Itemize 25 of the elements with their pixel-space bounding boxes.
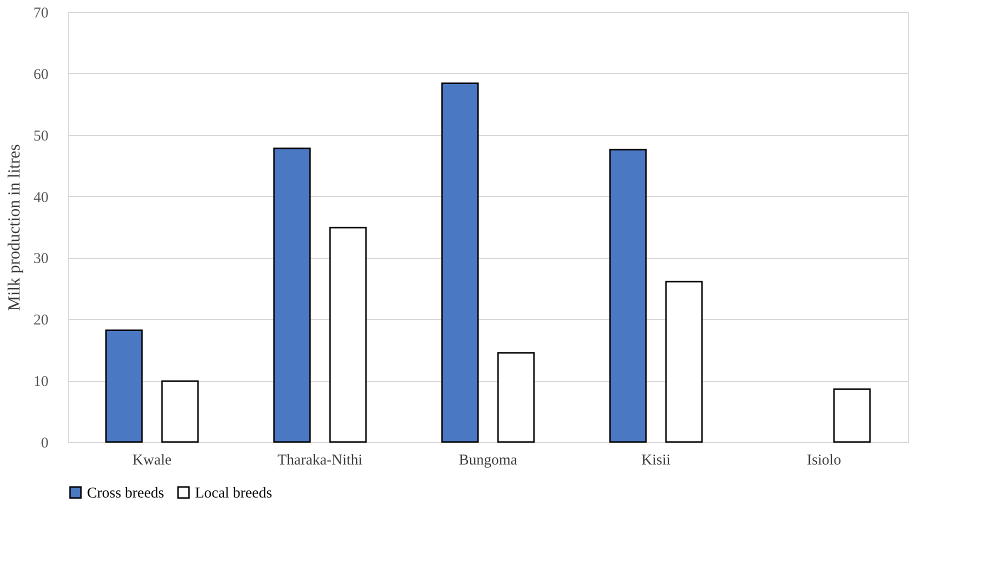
bar [105,329,143,443]
y-tick-label: 50 [34,128,48,144]
bar [441,82,479,443]
bar [497,352,535,443]
x-tick-label: Isiolo [806,452,842,468]
y-tick-label: 60 [34,66,48,83]
bar [609,148,647,443]
y-tick-label: 30 [34,251,48,268]
y-tick-label: 20 [34,312,48,329]
y-tick-label: 40 [34,190,48,206]
y-tick-label: 10 [34,374,48,390]
bar [161,380,199,443]
bar [833,388,871,443]
y-tick-label: 70 [34,6,48,22]
x-tick-label: Bungoma [458,452,518,468]
x-tick-label: Kwale [132,452,172,468]
y-axis-title: Milk production in litres [4,144,24,311]
legend-label: Local breeds [195,486,272,502]
legend-label: Cross breeds [87,486,164,502]
bar [665,280,703,443]
bar [329,226,367,443]
x-tick-label: Tharaka-Nithi [278,452,362,468]
x-tick-label: Kisii [641,452,671,468]
y-tick-label: 0 [41,436,48,452]
bar [273,148,311,443]
